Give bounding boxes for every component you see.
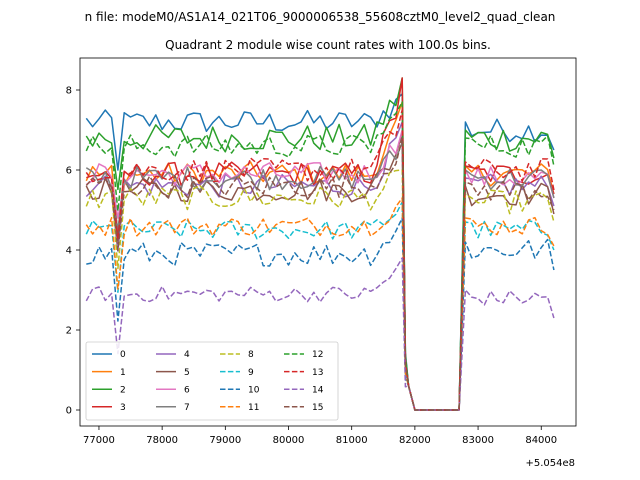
legend-label: 6 — [184, 385, 190, 395]
series-line-14 — [85, 257, 555, 411]
x-tick-label: 77000 — [83, 435, 115, 446]
x-axis: 77000 78000 79000 80000 81000 82000 83000 84000 — [83, 426, 557, 446]
series-line-10 — [86, 217, 555, 411]
legend-label: 10 — [248, 385, 260, 395]
series-line-12 — [85, 101, 555, 411]
legend-label: 13 — [312, 368, 323, 378]
y-tick-label: 4 — [66, 246, 72, 257]
series-line-4 — [85, 121, 555, 411]
legend-label: 4 — [184, 350, 190, 360]
legend-label: 1 — [120, 368, 126, 378]
y-tick-label: 6 — [66, 166, 72, 177]
y-tick-label: 2 — [66, 326, 72, 337]
legend-label: 11 — [248, 403, 259, 413]
x-tick-label: 84000 — [525, 435, 557, 446]
x-tick-label: 79000 — [209, 435, 241, 446]
x-tick-label: 82000 — [399, 435, 431, 446]
series-line-8 — [85, 169, 555, 411]
series-line-13 — [85, 109, 555, 411]
legend-label: 5 — [184, 368, 190, 378]
series-line-9 — [85, 201, 555, 411]
chart-suptitle: n file: modeM0/AS1A14_021T06_9000006538_… — [85, 10, 556, 24]
series-line-15 — [85, 137, 555, 411]
legend-label: 15 — [312, 403, 323, 413]
y-axis: 0 2 4 6 8 — [66, 86, 80, 417]
series-line-11 — [85, 197, 555, 411]
y-tick-label: 0 — [66, 406, 72, 417]
x-tick-label: 83000 — [462, 435, 494, 446]
x-tick-label: 78000 — [146, 435, 178, 446]
x-tick-label: 81000 — [336, 435, 368, 446]
legend-label: 9 — [248, 368, 254, 378]
y-tick-label: 8 — [66, 86, 72, 97]
legend-label: 2 — [120, 385, 126, 395]
legend-box — [85, 341, 339, 421]
x-tick-label: 80000 — [273, 435, 305, 446]
series-line-5 — [85, 133, 555, 411]
chart-title: Quadrant 2 module wise count rates with … — [165, 38, 491, 52]
legend-label: 14 — [312, 385, 324, 395]
legend-label: 3 — [120, 403, 126, 413]
x-offset-label: +5.054e8 — [525, 458, 575, 469]
series-layer — [85, 77, 555, 411]
series-line-6 — [85, 129, 555, 411]
legend-label: 7 — [184, 403, 190, 413]
axes-frame — [79, 57, 577, 427]
legend-label: 12 — [312, 350, 323, 360]
legend-label: 0 — [120, 350, 126, 360]
series-line-2 — [85, 77, 555, 411]
legend-label: 8 — [248, 350, 254, 360]
